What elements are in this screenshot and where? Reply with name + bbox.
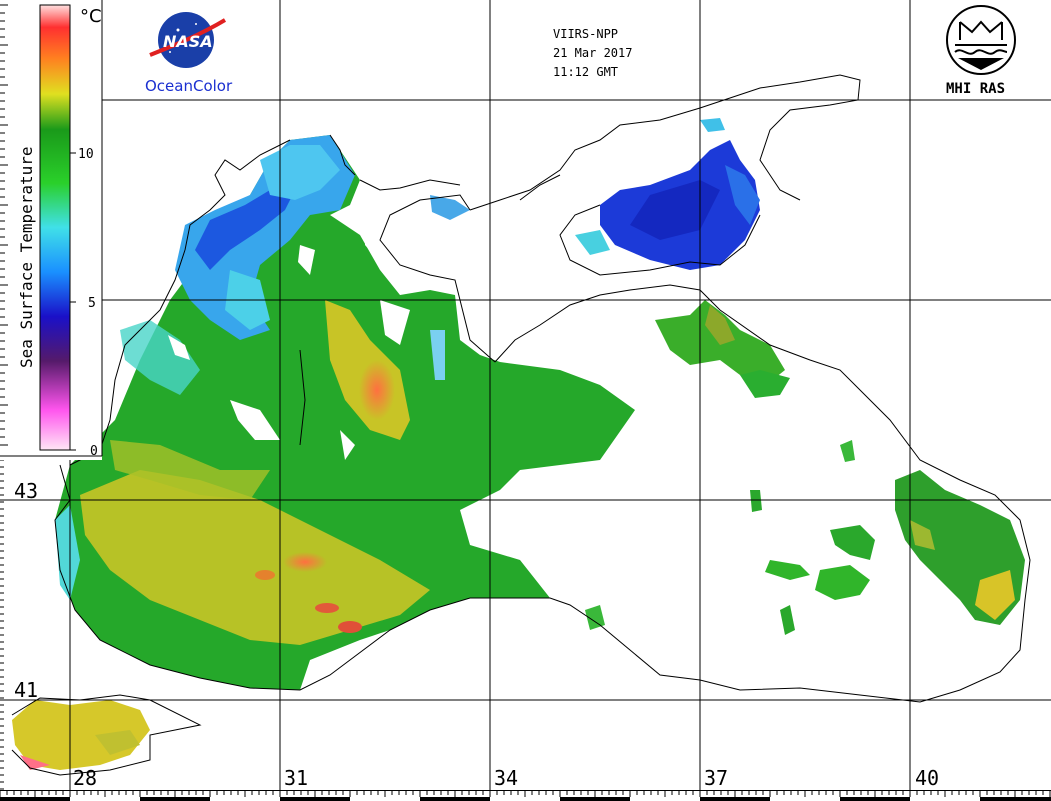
sst-sea-of-azov <box>575 118 760 270</box>
date-label: 21 Mar 2017 <box>553 46 632 60</box>
header-info: VIIRS-NPP 21 Mar 2017 11:12 GMT <box>553 27 632 79</box>
satellite-label: VIIRS-NPP <box>553 27 618 41</box>
lon-label-40: 40 <box>915 766 939 790</box>
mhi-ras-logo: MHI RAS <box>912 1 1050 99</box>
sst-west-basin <box>55 135 635 690</box>
lat-label-41: 41 <box>14 678 38 702</box>
sst-east-patches <box>585 300 1025 635</box>
colorbar-tick-0: 0 <box>90 444 98 459</box>
nasa-logo: NASA OceanColor <box>145 12 233 95</box>
colorbar-ramp <box>39 4 71 451</box>
lat-label-43: 43 <box>14 479 38 503</box>
colorbar-tick-5: 5 <box>88 296 96 311</box>
colorbar: °C 10 5 0 Sea Surface Temperature <box>0 0 103 460</box>
colorbar-tick-10: 10 <box>78 147 94 162</box>
sst-sea-of-marmara <box>12 700 150 770</box>
frame-ruler <box>0 459 1051 801</box>
lon-label-37: 37 <box>704 766 728 790</box>
colorbar-title: Sea Surface Temperature <box>17 146 36 368</box>
nasa-wordmark: NASA <box>163 32 213 51</box>
oceancolor-wordmark: OceanColor <box>145 77 233 95</box>
time-label: 11:12 GMT <box>553 65 618 79</box>
lon-label-34: 34 <box>494 766 518 790</box>
colorbar-unit: °C <box>80 6 102 27</box>
coastline <box>11 74 1031 776</box>
lon-label-28: 28 <box>73 766 97 790</box>
coordinate-labels: 43 41 28 31 34 37 40 <box>14 479 939 790</box>
lon-label-31: 31 <box>284 766 308 790</box>
mhi-ras-caption: MHI RAS <box>946 81 1005 97</box>
